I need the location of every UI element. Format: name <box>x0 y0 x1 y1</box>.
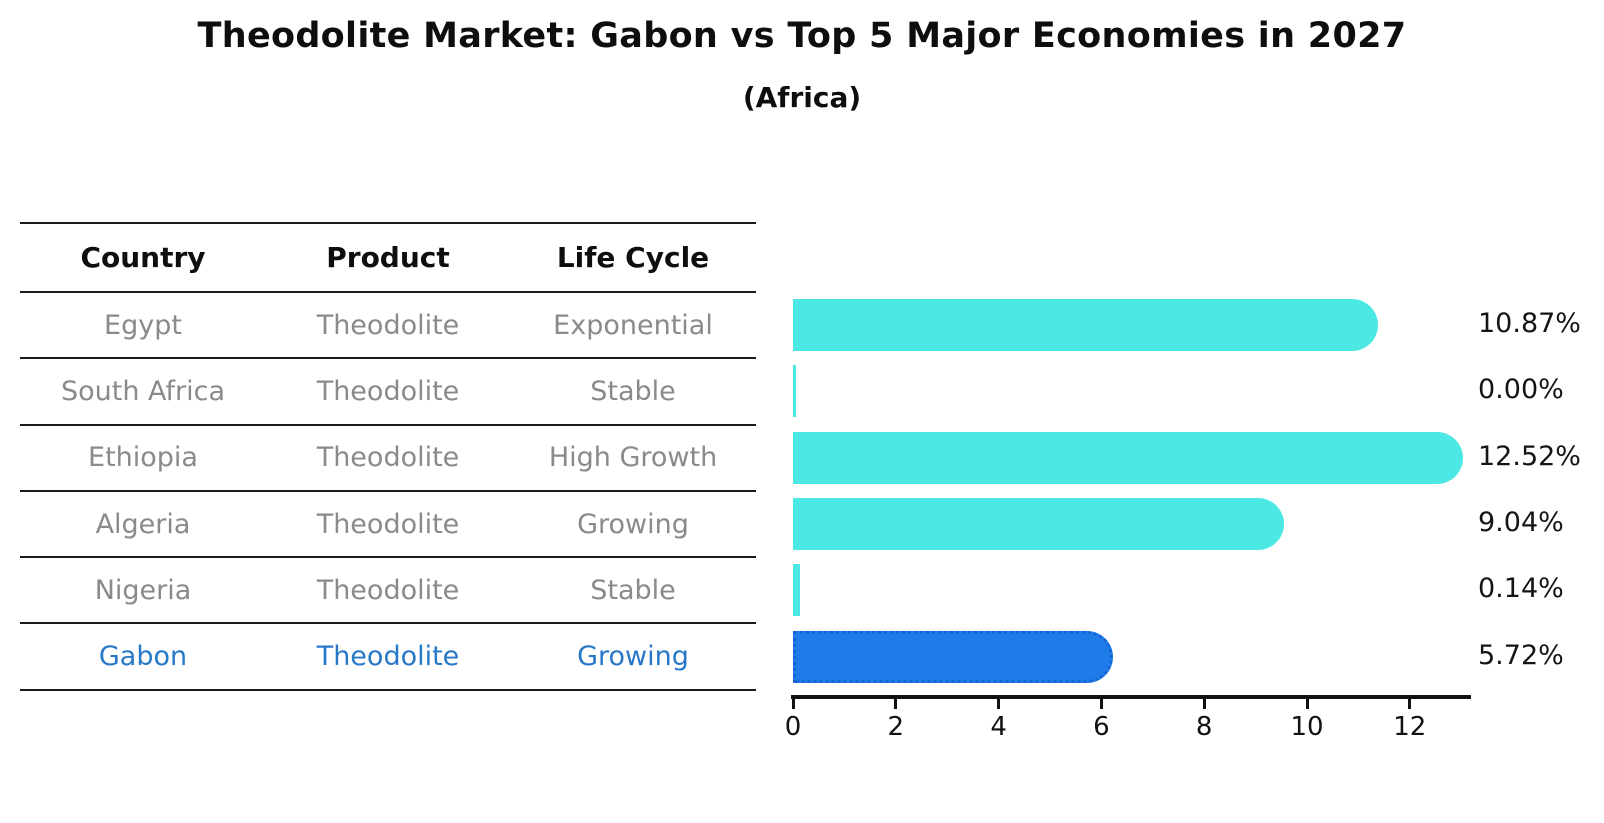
x-tick-label: 8 <box>1195 712 1213 742</box>
cell-life-cycle: Stable <box>590 574 676 606</box>
cell-life-cycle: Growing <box>577 508 689 540</box>
table-row-egypt: Egypt Theodolite Exponential <box>20 293 756 360</box>
cell-country: Algeria <box>95 508 191 540</box>
chart-title: Theodolite Market: Gabon vs Top 5 Major … <box>197 16 1407 56</box>
bar-nigeria <box>793 564 801 617</box>
table-body: Egypt Theodolite Exponential South Africa Th… <box>20 293 756 691</box>
x-tick-label: 0 <box>784 712 802 742</box>
cell-life-cycle: Growing <box>577 641 689 673</box>
x-tick <box>1202 698 1206 709</box>
x-axis-line <box>791 695 1471 699</box>
cell-country: Nigeria <box>94 574 192 606</box>
table-row-nigeria: Nigeria Theodolite Stable <box>20 558 756 625</box>
value-label: 0.00% <box>1478 374 1564 406</box>
cell-country: Egypt <box>104 309 182 341</box>
x-tick <box>1305 698 1309 709</box>
value-label: 0.14% <box>1478 573 1564 605</box>
x-tick <box>997 698 1001 709</box>
cell-country: Gabon <box>98 641 188 673</box>
cell-product: Theodolite <box>316 508 460 540</box>
cell-life-cycle: High Growth <box>548 442 718 474</box>
column-header-country: Country <box>80 241 206 274</box>
value-label: 9.04% <box>1478 506 1564 538</box>
cell-product: Theodolite <box>316 309 460 341</box>
x-tick-label: 6 <box>1093 712 1110 742</box>
bar-gabon <box>793 630 1113 683</box>
x-tick-label: 12 <box>1393 712 1427 742</box>
bar-egypt <box>793 299 1378 351</box>
table-row-south-africa: South Africa Theodolite Stable <box>20 359 756 426</box>
table-row-ethiopia: Ethiopia Theodolite High Growth <box>20 426 756 492</box>
x-tick <box>1408 698 1412 709</box>
x-tick <box>894 698 898 709</box>
cell-product: Theodolite <box>316 375 460 407</box>
x-tick <box>791 698 795 709</box>
value-label: 5.72% <box>1478 639 1564 671</box>
table-header-row: Country Product Life Cycle <box>20 224 756 293</box>
column-header-product: Product <box>326 241 450 274</box>
value-label: 10.87% <box>1478 308 1581 339</box>
bar-south-africa <box>793 365 796 418</box>
country-table: Country Product Life Cycle Egypt Theodoli… <box>20 222 756 691</box>
table-row-algeria: Algeria Theodolite Growing <box>20 492 756 559</box>
value-label: 12.52% <box>1478 440 1581 472</box>
cell-life-cycle: Exponential <box>553 309 713 341</box>
cell-product: Theodolite <box>316 641 460 673</box>
table-row-gabon: Gabon Theodolite Growing <box>20 624 756 691</box>
cell-product: Theodolite <box>316 442 460 474</box>
x-tick-label: 4 <box>990 712 1007 742</box>
x-tick <box>1099 698 1103 709</box>
x-tick-label: 2 <box>887 712 905 742</box>
cell-product: Theodolite <box>316 574 460 606</box>
cell-country: Ethiopia <box>88 442 198 474</box>
cell-life-cycle: Stable <box>590 375 676 407</box>
cell-country: South Africa <box>60 375 226 407</box>
bar-algeria <box>793 497 1284 550</box>
x-tick-label: 10 <box>1290 712 1324 742</box>
column-header-life-cycle: Life Cycle <box>556 241 710 274</box>
bar-ethiopia <box>793 431 1463 484</box>
chart-subtitle: (Africa) <box>742 81 862 114</box>
